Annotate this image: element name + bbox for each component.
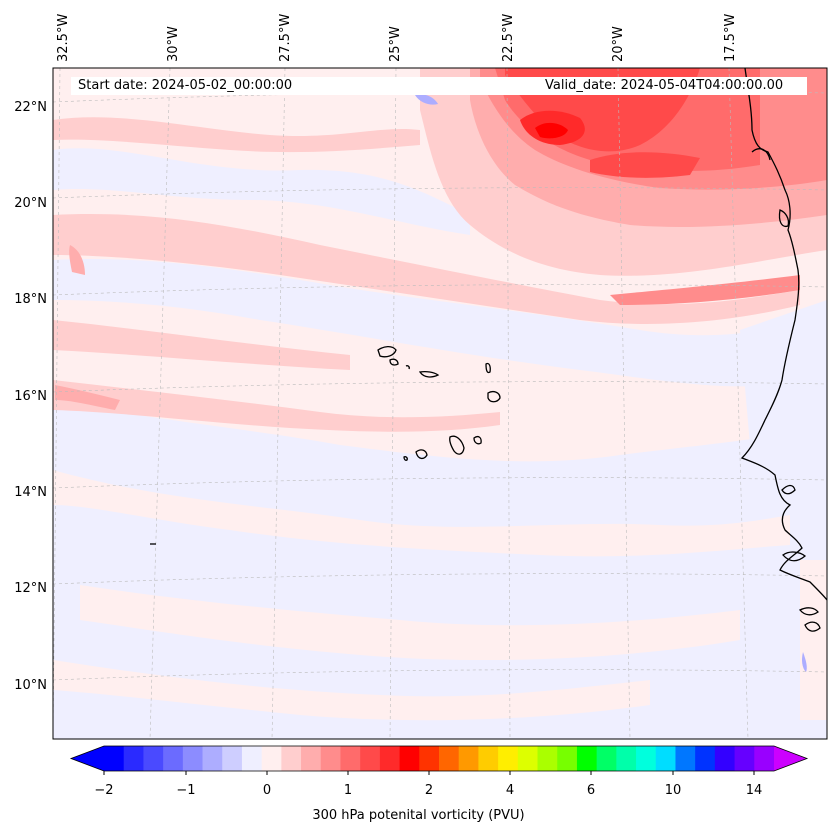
colorbar-segment — [616, 746, 637, 771]
colorbar-segment — [104, 746, 125, 771]
colorbar-tick-label: −1 — [176, 783, 195, 798]
colorbar-segment — [458, 746, 480, 771]
valid-date-label: Valid_date: 2024-05-04T04:00:00.00 — [538, 77, 807, 95]
colorbar-segment — [596, 746, 617, 771]
colorbar-segment — [419, 746, 440, 771]
lat-label: 12°N — [14, 581, 47, 596]
colorbar-segment — [241, 746, 263, 771]
colorbar-tick-label: −2 — [94, 783, 113, 798]
colorbar-ticks: −2 −1 0 1 2 4 6 10 14 — [94, 783, 762, 798]
lat-label: 10°N — [14, 678, 47, 693]
colorbar-segment — [695, 746, 716, 771]
map-frame — [52, 67, 828, 740]
colorbar-tick-label: 1 — [344, 783, 352, 798]
lon-label: 27.5°W — [278, 14, 293, 62]
map-field — [53, 68, 827, 739]
colorbar-segment — [143, 746, 164, 771]
africa-coastline — [740, 68, 827, 601]
colorbar-extend-high — [774, 746, 807, 771]
lon-label: 22.5°W — [501, 14, 516, 62]
colorbar-tick-label: 10 — [665, 783, 682, 798]
colorbar-segment — [301, 746, 322, 771]
colorbar-segment — [360, 746, 381, 771]
colorbar-title: 300 hPa potenital vorticity (PVU) — [312, 808, 525, 823]
colorbar-segment — [182, 746, 204, 771]
colorbar-segment — [655, 746, 677, 771]
colorbar-segment — [340, 746, 361, 771]
colorbar-segment — [379, 746, 401, 771]
pv-max-center — [535, 122, 568, 139]
colorbar-segment — [439, 746, 460, 771]
colorbar — [69, 745, 809, 775]
lon-label: 32.5°W — [56, 14, 71, 62]
colorbar-segment — [123, 746, 145, 771]
colorbar-segment — [202, 746, 223, 771]
colorbar-segment — [281, 746, 302, 771]
colorbar-segment — [222, 746, 243, 771]
lat-label: 18°N — [14, 292, 47, 307]
colorbar-segment — [734, 746, 755, 771]
colorbar-segment — [754, 746, 775, 771]
pv-negative-blob-south — [802, 652, 807, 672]
latitude-labels: 22°N 20°N 18°N 16°N 14°N 12°N 10°N — [14, 100, 47, 693]
lon-label: 17.5°W — [723, 14, 738, 62]
colorbar-segment — [478, 746, 499, 771]
lon-label: 25°W — [388, 26, 403, 62]
cape-verde-santo-antao — [377, 345, 397, 358]
longitude-labels: 32.5°W 30°W 27.5°W 25°W 22.5°W 20°W 17.5… — [56, 14, 738, 62]
colorbar-tick-label: 14 — [746, 783, 763, 798]
start-date-label: Start date: 2024-05-02_00:00:00 — [71, 77, 545, 95]
lon-label: 30°W — [166, 26, 181, 62]
pv-negative-blob — [415, 94, 438, 105]
colorbar-segment — [537, 746, 558, 771]
colorbar-tick-label: 2 — [425, 783, 433, 798]
coastlines — [150, 68, 827, 632]
colorbar-extend-low — [71, 746, 104, 771]
colorbar-segment — [498, 746, 519, 771]
colorbar-segment — [517, 746, 539, 771]
colorbar-segment — [320, 746, 342, 771]
colorbar-segment — [636, 746, 657, 771]
graticule — [53, 68, 827, 739]
lat-label: 14°N — [14, 485, 47, 500]
lon-label: 20°W — [611, 26, 626, 62]
lat-label: 22°N — [14, 100, 47, 115]
colorbar-segment — [675, 746, 696, 771]
colorbar-segment — [399, 746, 420, 771]
lat-label: 20°N — [14, 196, 47, 211]
colorbar-segment — [714, 746, 736, 771]
colorbar-tick-label: 0 — [263, 783, 271, 798]
colorbar-segment — [576, 746, 598, 771]
colorbar-segment — [261, 746, 282, 771]
colorbar-tick-label: 6 — [587, 783, 595, 798]
colorbar-tick-label: 4 — [506, 783, 514, 798]
colorbar-segment — [163, 746, 184, 771]
colorbar-segment — [557, 746, 578, 771]
lat-label: 16°N — [14, 389, 47, 404]
